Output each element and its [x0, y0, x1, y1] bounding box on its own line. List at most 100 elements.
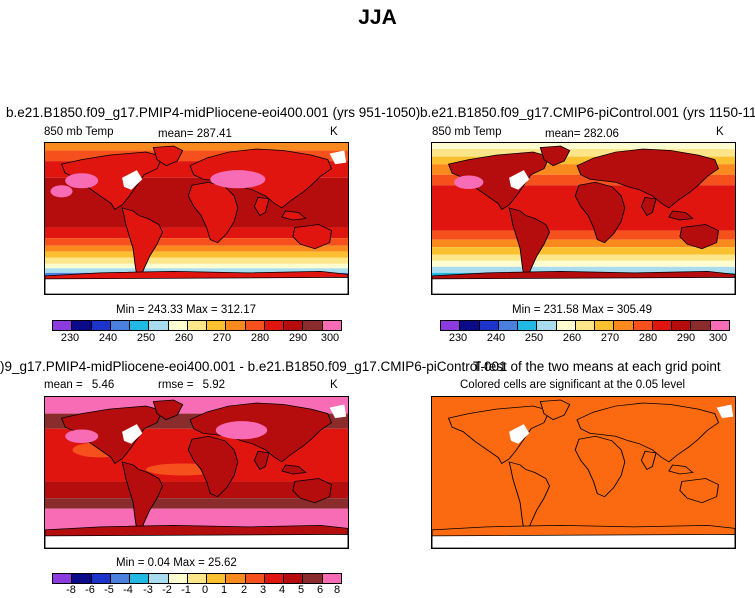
colorbar-swatch [226, 321, 246, 330]
units-label: K [330, 126, 338, 138]
colorbar-swatch [130, 574, 150, 583]
colorbar-swatch [72, 574, 92, 583]
colorbar-swatch [284, 574, 304, 583]
tick-label: 260 [562, 332, 582, 344]
colorbar-swatch [245, 574, 265, 583]
colorbar-temperature-right [440, 320, 730, 331]
colorbar-swatch [322, 574, 341, 583]
colorbar-swatch [264, 321, 285, 330]
tick-label: -3 [143, 584, 153, 596]
colorbar-swatch [322, 321, 341, 330]
colorbar-swatch [149, 321, 169, 330]
colorbar-swatch [226, 574, 246, 583]
tick-label: 5 [297, 584, 305, 596]
map-ttest-significance [431, 396, 736, 549]
tick-label: -2 [162, 584, 172, 596]
colorbar-swatch [652, 321, 673, 330]
colorbar-swatch [187, 574, 208, 583]
colorbar-swatch [460, 321, 480, 330]
tick-label: 250 [524, 332, 544, 344]
colorbar-swatch [633, 321, 653, 330]
colorbar-swatch [710, 321, 729, 330]
tick-label: -8 [66, 584, 76, 596]
mean-readout: mean = 5.46 [44, 379, 114, 391]
colorbar-swatch [72, 321, 92, 330]
colorbar-swatch [518, 321, 538, 330]
colorbar-swatch [537, 321, 557, 330]
tick-label: 240 [98, 332, 118, 344]
tick-label: 240 [486, 332, 506, 344]
colorbar-swatch [168, 574, 188, 583]
mean-readout: mean= 282.06 [545, 128, 619, 140]
tick-label: 6 [316, 584, 324, 596]
tick-label: 260 [174, 332, 194, 344]
colorbar-swatch [595, 321, 615, 330]
minmax-readout: Min = 243.33 Max = 312.17 [116, 304, 257, 316]
tick-label: 280 [250, 332, 270, 344]
colorbar-difference [52, 573, 342, 584]
colorbar-swatch [498, 321, 519, 330]
panel-title-picontrol: b.e21.B1850.f09_g17.CMIP6-piControl.001 … [420, 105, 755, 120]
colorbar-swatch [441, 321, 461, 330]
panel-subtitle-ttest: Colored cells are significant at the 0.0… [460, 379, 686, 391]
colorbar-swatch [614, 321, 634, 330]
panel-title-pliocene: b.e21.B1850.f09_g17.PMIP4-midPliocene-eo… [6, 105, 421, 120]
mean-label: mean = [44, 379, 83, 391]
panel-title-difference: )9_g17.PMIP4-midPliocene-eoi400.001 - b.… [0, 359, 507, 374]
colorbar-ticks-right: 230 240 250 260 270 280 290 300 [440, 332, 728, 346]
colorbar-ticks-difference: -8 -6 -5 -4 -3 -2 -1 0 1 2 3 4 5 6 8 [52, 584, 340, 598]
colorbar-swatch [110, 321, 131, 330]
colorbar-swatch [264, 574, 285, 583]
minmax-readout: Min = 0.04 Max = 25.62 [116, 557, 237, 569]
colorbar-swatch [91, 321, 111, 330]
units-label: K [330, 379, 338, 391]
colorbar-swatch [575, 321, 596, 330]
figure-title: JJA [358, 6, 397, 29]
colorbar-swatch [130, 321, 150, 330]
colorbar-temperature-left [52, 320, 342, 331]
tick-label: -6 [85, 584, 95, 596]
tick-label: 8 [333, 584, 341, 596]
tick-label: 230 [60, 332, 80, 344]
tick-label: 270 [212, 332, 232, 344]
colorbar-swatch [110, 574, 131, 583]
colorbar-swatch [149, 574, 169, 583]
map-temperature-difference [44, 396, 349, 549]
tick-label: 2 [240, 584, 248, 596]
colorbar-swatch [53, 574, 73, 583]
map-picontrol-temperature [431, 142, 736, 295]
colorbar-swatch [672, 321, 692, 330]
tick-label: 230 [448, 332, 468, 344]
tick-label: 0 [201, 584, 209, 596]
colorbar-swatch [691, 321, 711, 330]
colorbar-swatch [284, 321, 304, 330]
mean-readout: mean= 287.41 [158, 128, 232, 140]
colorbar-swatch [556, 321, 576, 330]
tick-label: -5 [104, 584, 114, 596]
map-pliocene-temperature [44, 142, 349, 295]
variable-label: 850 mb Temp [44, 126, 114, 138]
tick-label: -4 [123, 584, 133, 596]
mean-value: 287.41 [196, 128, 232, 140]
colorbar-ticks-left: 230 240 250 260 270 280 290 300 [52, 332, 340, 346]
colorbar-swatch [168, 321, 188, 330]
tick-label: -1 [181, 584, 191, 596]
tick-label: 3 [259, 584, 267, 596]
colorbar-swatch [303, 574, 323, 583]
tick-label: 300 [320, 332, 340, 344]
tick-label: 270 [600, 332, 620, 344]
rmse-value: 5.92 [202, 379, 226, 391]
colorbar-swatch [207, 321, 227, 330]
colorbar-swatch [53, 321, 73, 330]
colorbar-swatch [187, 321, 208, 330]
minmax-readout: Min = 231.58 Max = 305.49 [512, 304, 653, 316]
colorbar-swatch [207, 574, 227, 583]
tick-label: 300 [708, 332, 728, 344]
colorbar-swatch [245, 321, 265, 330]
tick-label: 4 [278, 584, 286, 596]
tick-label: 250 [136, 332, 156, 344]
panel-title-ttest: T-test of the two means at each grid poi… [473, 359, 721, 374]
tick-label: 280 [638, 332, 658, 344]
mean-label: mean= [545, 128, 581, 140]
rmse-label: rmse = [158, 379, 194, 391]
